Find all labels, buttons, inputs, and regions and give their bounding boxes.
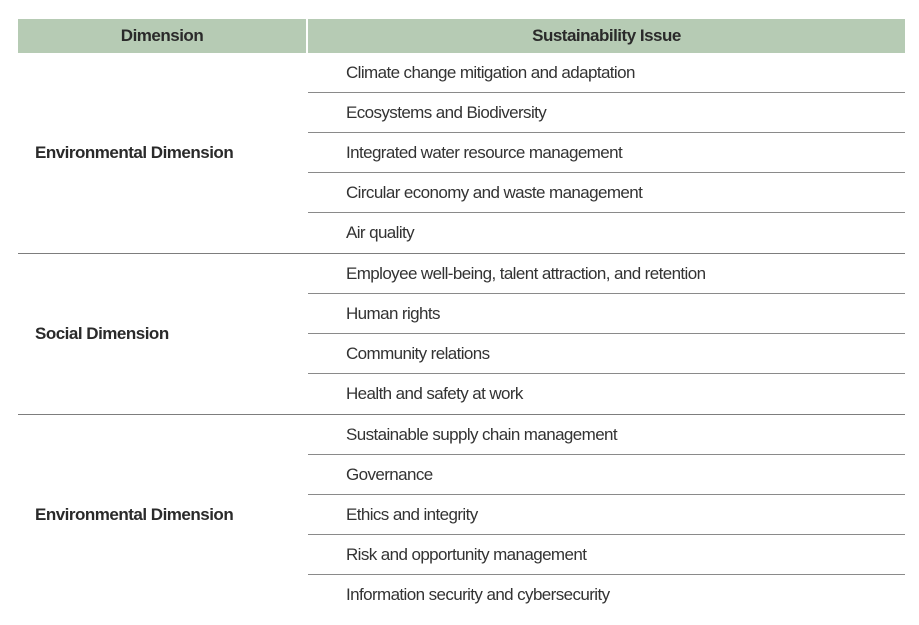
header-sustainability-issue: Sustainability Issue [308,19,905,53]
issue-row: Human rights [308,294,905,334]
issue-row: Employee well-being, talent attraction, … [308,254,905,294]
issue-row: Information security and cybersecurity [346,585,610,604]
dimension-label: Social Dimension [35,324,169,343]
dimension-group-social: Social Dimension Employee well-being, ta… [18,254,905,415]
issue-row: Integrated water resource management [308,133,905,173]
dimension-group-governance: Environmental Dimension Sustainable supp… [18,415,905,615]
sustainability-table: Dimension Sustainability Issue Environme… [18,19,905,615]
issue-list: Employee well-being, talent attraction, … [308,254,905,414]
header-dimension: Dimension [18,19,306,53]
issue-row: Community relations [308,334,905,374]
issue-list: Climate change mitigation and adaptation… [308,53,905,253]
issue-row: Circular economy and waste management [308,173,905,213]
issue-row: Climate change mitigation and adaptation [308,53,905,93]
issue-row: Governance [308,455,905,495]
issue-row: Ethics and integrity [308,495,905,535]
issue-row: Sustainable supply chain management [308,415,905,455]
issue-list: Sustainable supply chain management Gove… [308,415,905,615]
header-separator [306,19,308,53]
dimension-label: Environmental Dimension [35,143,234,162]
table-header: Dimension Sustainability Issue [18,19,905,53]
issue-row: Risk and opportunity management [308,535,905,575]
dimension-label: Environmental Dimension [35,505,234,524]
issue-row: Ecosystems and Biodiversity [308,93,905,133]
issue-row: Air quality [346,223,415,242]
issue-row: Health and safety at work [346,384,523,403]
dimension-group-environmental: Environmental Dimension Climate change m… [18,53,905,254]
